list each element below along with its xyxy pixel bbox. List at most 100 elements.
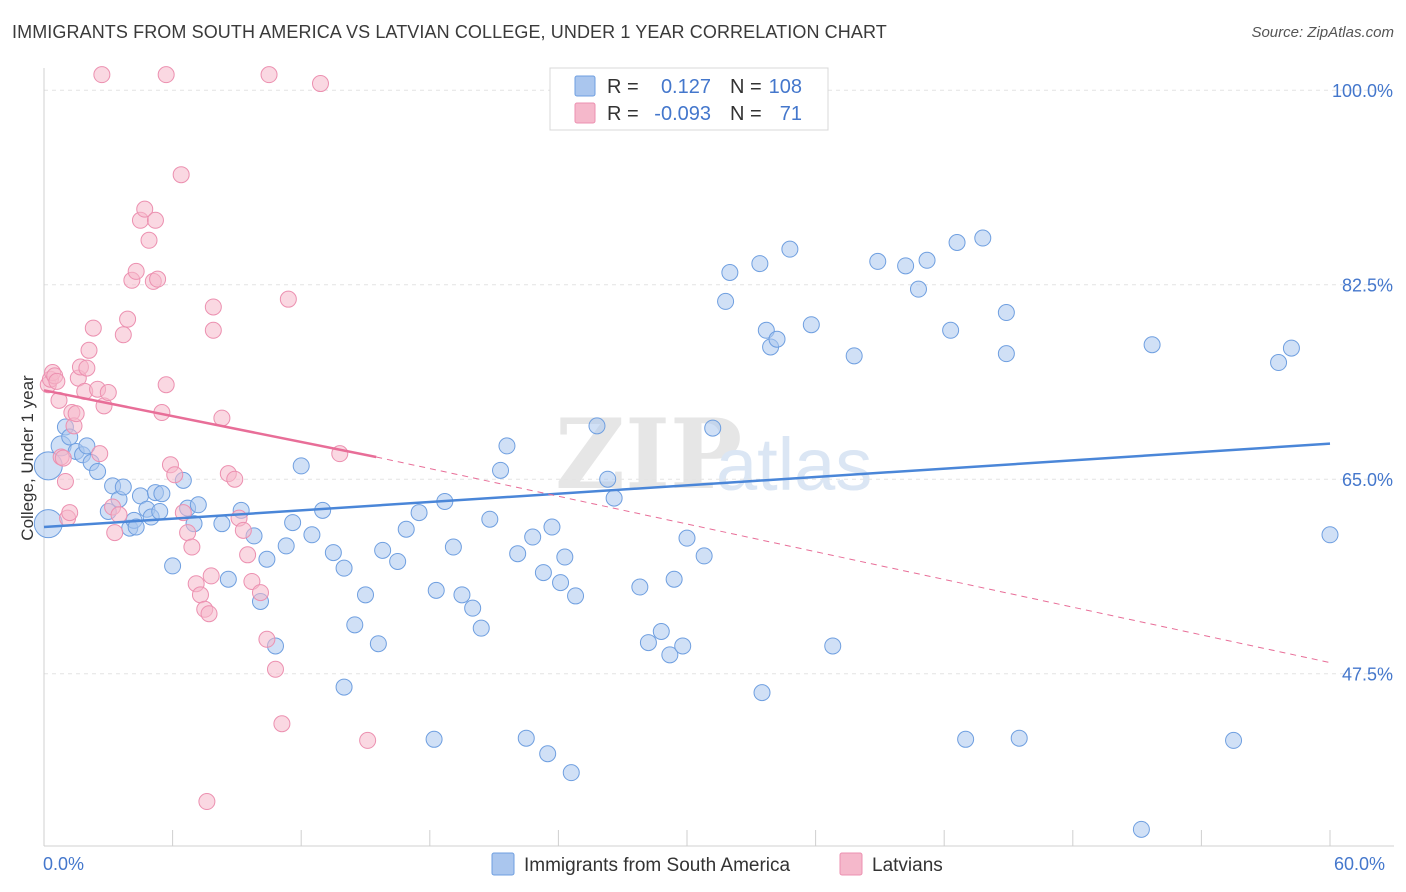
data-point	[948, 233, 966, 251]
data-point	[78, 437, 96, 455]
data-point	[481, 510, 499, 528]
data-point	[631, 578, 649, 596]
data-point	[824, 637, 842, 655]
data-point	[942, 321, 960, 339]
data-point	[157, 66, 175, 84]
trend-line-latvians-extension	[376, 456, 1331, 664]
data-point	[311, 75, 329, 93]
data-point	[897, 257, 915, 275]
data-point	[191, 586, 209, 604]
data-point	[164, 557, 182, 575]
data-point	[556, 548, 574, 566]
data-point	[369, 635, 387, 653]
data-point	[534, 564, 552, 582]
data-point	[639, 634, 657, 652]
data-point	[427, 581, 445, 599]
legend-box	[549, 67, 829, 131]
data-point	[204, 298, 222, 316]
data-point	[599, 470, 617, 488]
legend-r-label-2: R =	[607, 103, 639, 125]
data-point	[251, 584, 269, 602]
data-point	[492, 461, 510, 479]
data-point	[1270, 354, 1288, 372]
series-latvians-points	[39, 66, 377, 811]
data-point	[226, 470, 244, 488]
data-point	[200, 605, 218, 623]
data-point	[335, 559, 353, 577]
data-point	[91, 445, 109, 463]
y-tick-label: 47.5%	[1342, 665, 1393, 685]
data-point	[56, 472, 74, 490]
data-point	[179, 524, 197, 542]
data-point	[324, 544, 342, 562]
x-tick-label-min: 0.0%	[43, 854, 84, 874]
series-legend: Immigrants from South America Latvians	[491, 852, 943, 876]
data-point	[781, 240, 799, 258]
data-point	[957, 730, 975, 748]
data-point	[127, 262, 145, 280]
series-legend-swatch-immigrants	[491, 852, 515, 876]
trend-line-immigrants	[43, 442, 1331, 529]
data-point	[284, 514, 302, 532]
data-point	[652, 622, 670, 640]
data-point	[106, 524, 124, 542]
watermark-atlas: atlas	[716, 423, 872, 506]
data-point	[146, 211, 164, 229]
legend-n-label-2: N =	[730, 103, 762, 125]
data-point	[335, 678, 353, 696]
data-point	[588, 417, 606, 435]
data-point	[472, 619, 490, 637]
legend-n-value-2: 71	[780, 103, 802, 125]
watermark-zip: ZIP	[555, 398, 742, 511]
data-point	[974, 229, 992, 247]
trend-line-latvians	[43, 389, 377, 459]
legend-swatch-pink	[574, 102, 596, 124]
data-point	[89, 462, 107, 480]
data-point	[425, 730, 443, 748]
data-point	[303, 526, 321, 544]
data-point	[695, 547, 713, 565]
data-point	[99, 384, 117, 402]
x-ticks	[43, 830, 1331, 846]
data-point	[110, 506, 128, 524]
data-point	[183, 538, 201, 556]
data-point	[562, 764, 580, 782]
y-tick-label: 100.0%	[1332, 81, 1393, 101]
data-point	[1143, 336, 1161, 354]
data-point	[1132, 820, 1150, 838]
data-point	[189, 496, 207, 514]
data-point	[498, 437, 516, 455]
series-immigrants-points	[33, 229, 1339, 838]
data-point	[751, 255, 769, 273]
data-point	[661, 646, 679, 664]
data-point	[397, 520, 415, 538]
data-point	[140, 231, 158, 249]
data-point	[204, 321, 222, 339]
data-point	[234, 521, 252, 539]
data-point	[114, 326, 132, 344]
series-legend-label-latvians: Latvians	[872, 855, 943, 876]
data-point	[552, 574, 570, 592]
data-point	[1010, 729, 1028, 747]
data-point	[453, 586, 471, 604]
data-point	[464, 599, 482, 617]
data-point	[239, 546, 257, 564]
series-legend-label-immigrants: Immigrants from South America	[524, 855, 791, 876]
data-point	[346, 616, 364, 634]
data-point	[717, 292, 735, 310]
legend-swatch-blue	[574, 75, 596, 97]
y-tick-label: 65.0%	[1342, 470, 1393, 490]
data-point	[48, 372, 66, 390]
data-point	[704, 419, 722, 437]
data-point	[157, 376, 175, 394]
data-point	[674, 637, 692, 655]
data-point	[543, 518, 561, 536]
data-point	[292, 457, 310, 475]
data-point	[67, 405, 85, 423]
data-point	[665, 570, 683, 588]
data-point	[61, 504, 79, 522]
data-point	[567, 587, 585, 605]
data-point	[509, 545, 527, 563]
data-point	[114, 478, 132, 496]
